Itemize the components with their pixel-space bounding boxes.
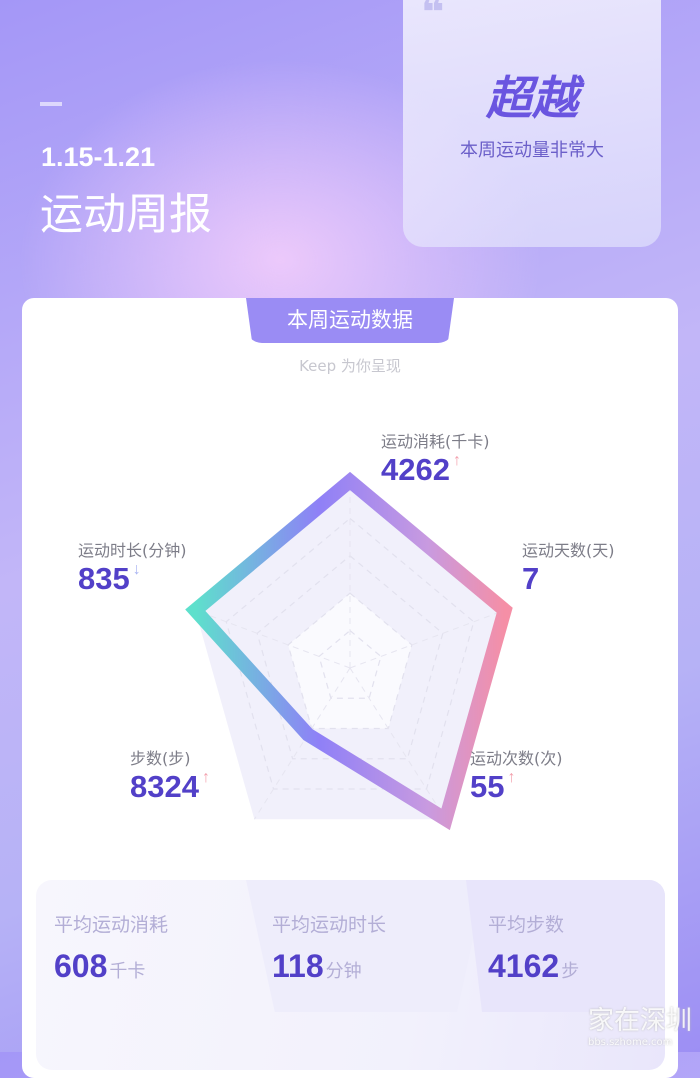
avg-label: 平均运动时长: [272, 910, 386, 937]
radar-axis-value: 7: [522, 561, 539, 597]
trend-up-icon: ↑: [453, 452, 461, 469]
radar-axis-label: 运动消耗(千卡): [381, 428, 490, 452]
radar-axis-value: 8324↑: [130, 769, 210, 805]
avg-label: 平均运动消耗: [54, 910, 168, 937]
radar-axis-value: 835↓: [78, 561, 141, 597]
radar-axis-value: 55↑: [470, 769, 515, 805]
radar-axis-value: 4262↑: [381, 452, 461, 488]
radar-axis-label: 步数(步): [130, 745, 191, 769]
avg-label: 平均步数: [488, 910, 564, 937]
trend-up-icon: ↑: [507, 769, 515, 786]
radar-axis-label: 运动时长(分钟): [78, 537, 187, 561]
trend-down-icon: ↓: [133, 561, 141, 578]
radar-axis-label: 运动天数(天): [522, 537, 615, 561]
trend-up-icon: ↑: [202, 769, 210, 786]
panel-segment: [466, 880, 665, 1012]
panel-segment: [246, 880, 486, 1012]
radar-axis-label: 运动次数(次): [470, 745, 563, 769]
